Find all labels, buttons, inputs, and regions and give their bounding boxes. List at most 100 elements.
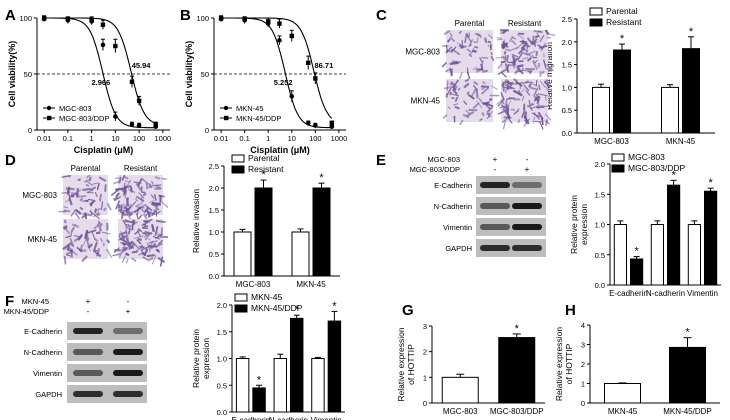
cell-mark <box>516 108 520 113</box>
cell-mark <box>73 234 82 238</box>
cell-mark <box>104 184 107 192</box>
cell-mark <box>503 51 507 55</box>
blot-band <box>73 349 103 355</box>
cell-mark <box>526 50 536 56</box>
y-axis-title: Relative invasion <box>191 189 201 254</box>
cell-mark <box>472 84 479 91</box>
cell-mark <box>505 67 509 72</box>
cell-mark <box>124 180 131 183</box>
cell-mark <box>141 225 149 229</box>
cell-mark <box>115 200 121 210</box>
significance-star: * <box>261 169 266 181</box>
legend-swatch <box>231 165 245 174</box>
blot-band <box>113 349 143 355</box>
x-axis-title: Cisplatin (μM) <box>74 145 134 155</box>
x-tick-label: 0.01 <box>37 134 52 143</box>
significance-star: * <box>295 304 300 316</box>
cell-mark <box>63 255 67 265</box>
y-tick-label: 2.0 <box>562 38 572 47</box>
cell-mark <box>522 69 531 73</box>
cell-mark <box>441 62 447 68</box>
cell-mark <box>65 187 71 194</box>
cell-mark <box>156 219 166 223</box>
x-tick-label: MGC-803 <box>443 407 478 416</box>
y-tick-label: 0.0 <box>217 408 227 417</box>
cell-mark <box>79 197 84 202</box>
cell-mark <box>142 223 147 227</box>
y-tick-label: 1.0 <box>562 83 572 92</box>
cell-mark <box>542 59 547 69</box>
legend-swatch <box>234 304 248 313</box>
band-label: Vimentin <box>33 369 62 378</box>
cell-mark <box>458 30 463 35</box>
cell-mark <box>500 104 508 110</box>
x-tick-label: E-cadherin <box>231 416 270 420</box>
data-point <box>313 76 318 81</box>
legend-swatch <box>611 164 625 173</box>
bar-parental <box>592 86 610 134</box>
cell-mark <box>491 85 498 90</box>
y-axis-title: Relative proteinexpression <box>191 329 211 388</box>
cell-mark <box>522 52 531 57</box>
y-tick-label: 2.5 <box>209 162 219 171</box>
blot-strip <box>67 364 147 382</box>
panel-letter-A: A <box>5 7 16 24</box>
cell-mark <box>148 244 154 250</box>
y-tick-label: 0.0 <box>209 272 219 281</box>
cell-mark <box>79 206 84 211</box>
blot-band <box>512 245 542 251</box>
cell-mark <box>502 107 511 117</box>
cell-mark <box>526 102 535 108</box>
y-axis-title: Relative migration <box>544 42 554 110</box>
bar-mgc-803-ddp <box>704 190 718 286</box>
condition-mark: + <box>493 155 498 164</box>
cell-mark <box>523 115 530 125</box>
bar-mgc-803 <box>613 224 627 286</box>
cell-mark <box>127 229 131 235</box>
cell-mark <box>497 63 503 70</box>
cell-mark <box>470 47 475 55</box>
y-tick-label: 1.5 <box>595 190 605 199</box>
cell-mark <box>479 117 483 122</box>
cell-mark <box>521 39 525 45</box>
y-tick-label: 2 <box>423 348 427 357</box>
blot-strip <box>67 322 147 340</box>
band-label: E-Cadherin <box>24 327 62 336</box>
condition-mark: + <box>126 307 131 316</box>
cell-mark <box>155 226 159 236</box>
y-tick-label: 0.0 <box>595 281 605 290</box>
cell-mark <box>476 100 483 109</box>
cell-mark <box>148 183 153 189</box>
cell-mark <box>536 32 541 38</box>
cell-mark <box>481 56 489 59</box>
cell-mark <box>150 194 155 199</box>
cell-mark <box>546 88 551 95</box>
cell-mark <box>463 100 468 106</box>
cell-mark <box>64 226 71 235</box>
cell-mark <box>125 209 128 217</box>
cell-mark <box>112 253 121 257</box>
cell-mark <box>524 119 528 124</box>
cell-mark <box>496 98 504 105</box>
cell-mark <box>115 192 120 198</box>
cell-mark <box>63 209 71 213</box>
cell-mark <box>125 258 129 264</box>
cell-mark <box>490 55 495 62</box>
cell-mark <box>516 67 524 75</box>
y-tick-label: 0.0 <box>562 129 572 138</box>
western-blot-E: MGC-803 + -MGC-803/DDP - +E-CadherinN-Cadher… <box>410 155 546 257</box>
cell-mark <box>506 100 512 110</box>
y-tick-label: 0 <box>581 399 585 408</box>
data-point <box>129 122 135 127</box>
cell-mark <box>474 45 479 49</box>
cell-mark <box>96 247 101 257</box>
bar-parental <box>661 86 679 134</box>
x-tick-label: 0.01 <box>214 134 229 143</box>
cell-mark <box>546 32 556 37</box>
cell-mark <box>472 102 480 109</box>
cell-mark <box>481 60 484 66</box>
cell-mark <box>539 80 546 88</box>
cell-mark <box>144 230 153 235</box>
y-axis-title-line: expression <box>201 338 211 379</box>
cell-mark <box>449 82 454 86</box>
